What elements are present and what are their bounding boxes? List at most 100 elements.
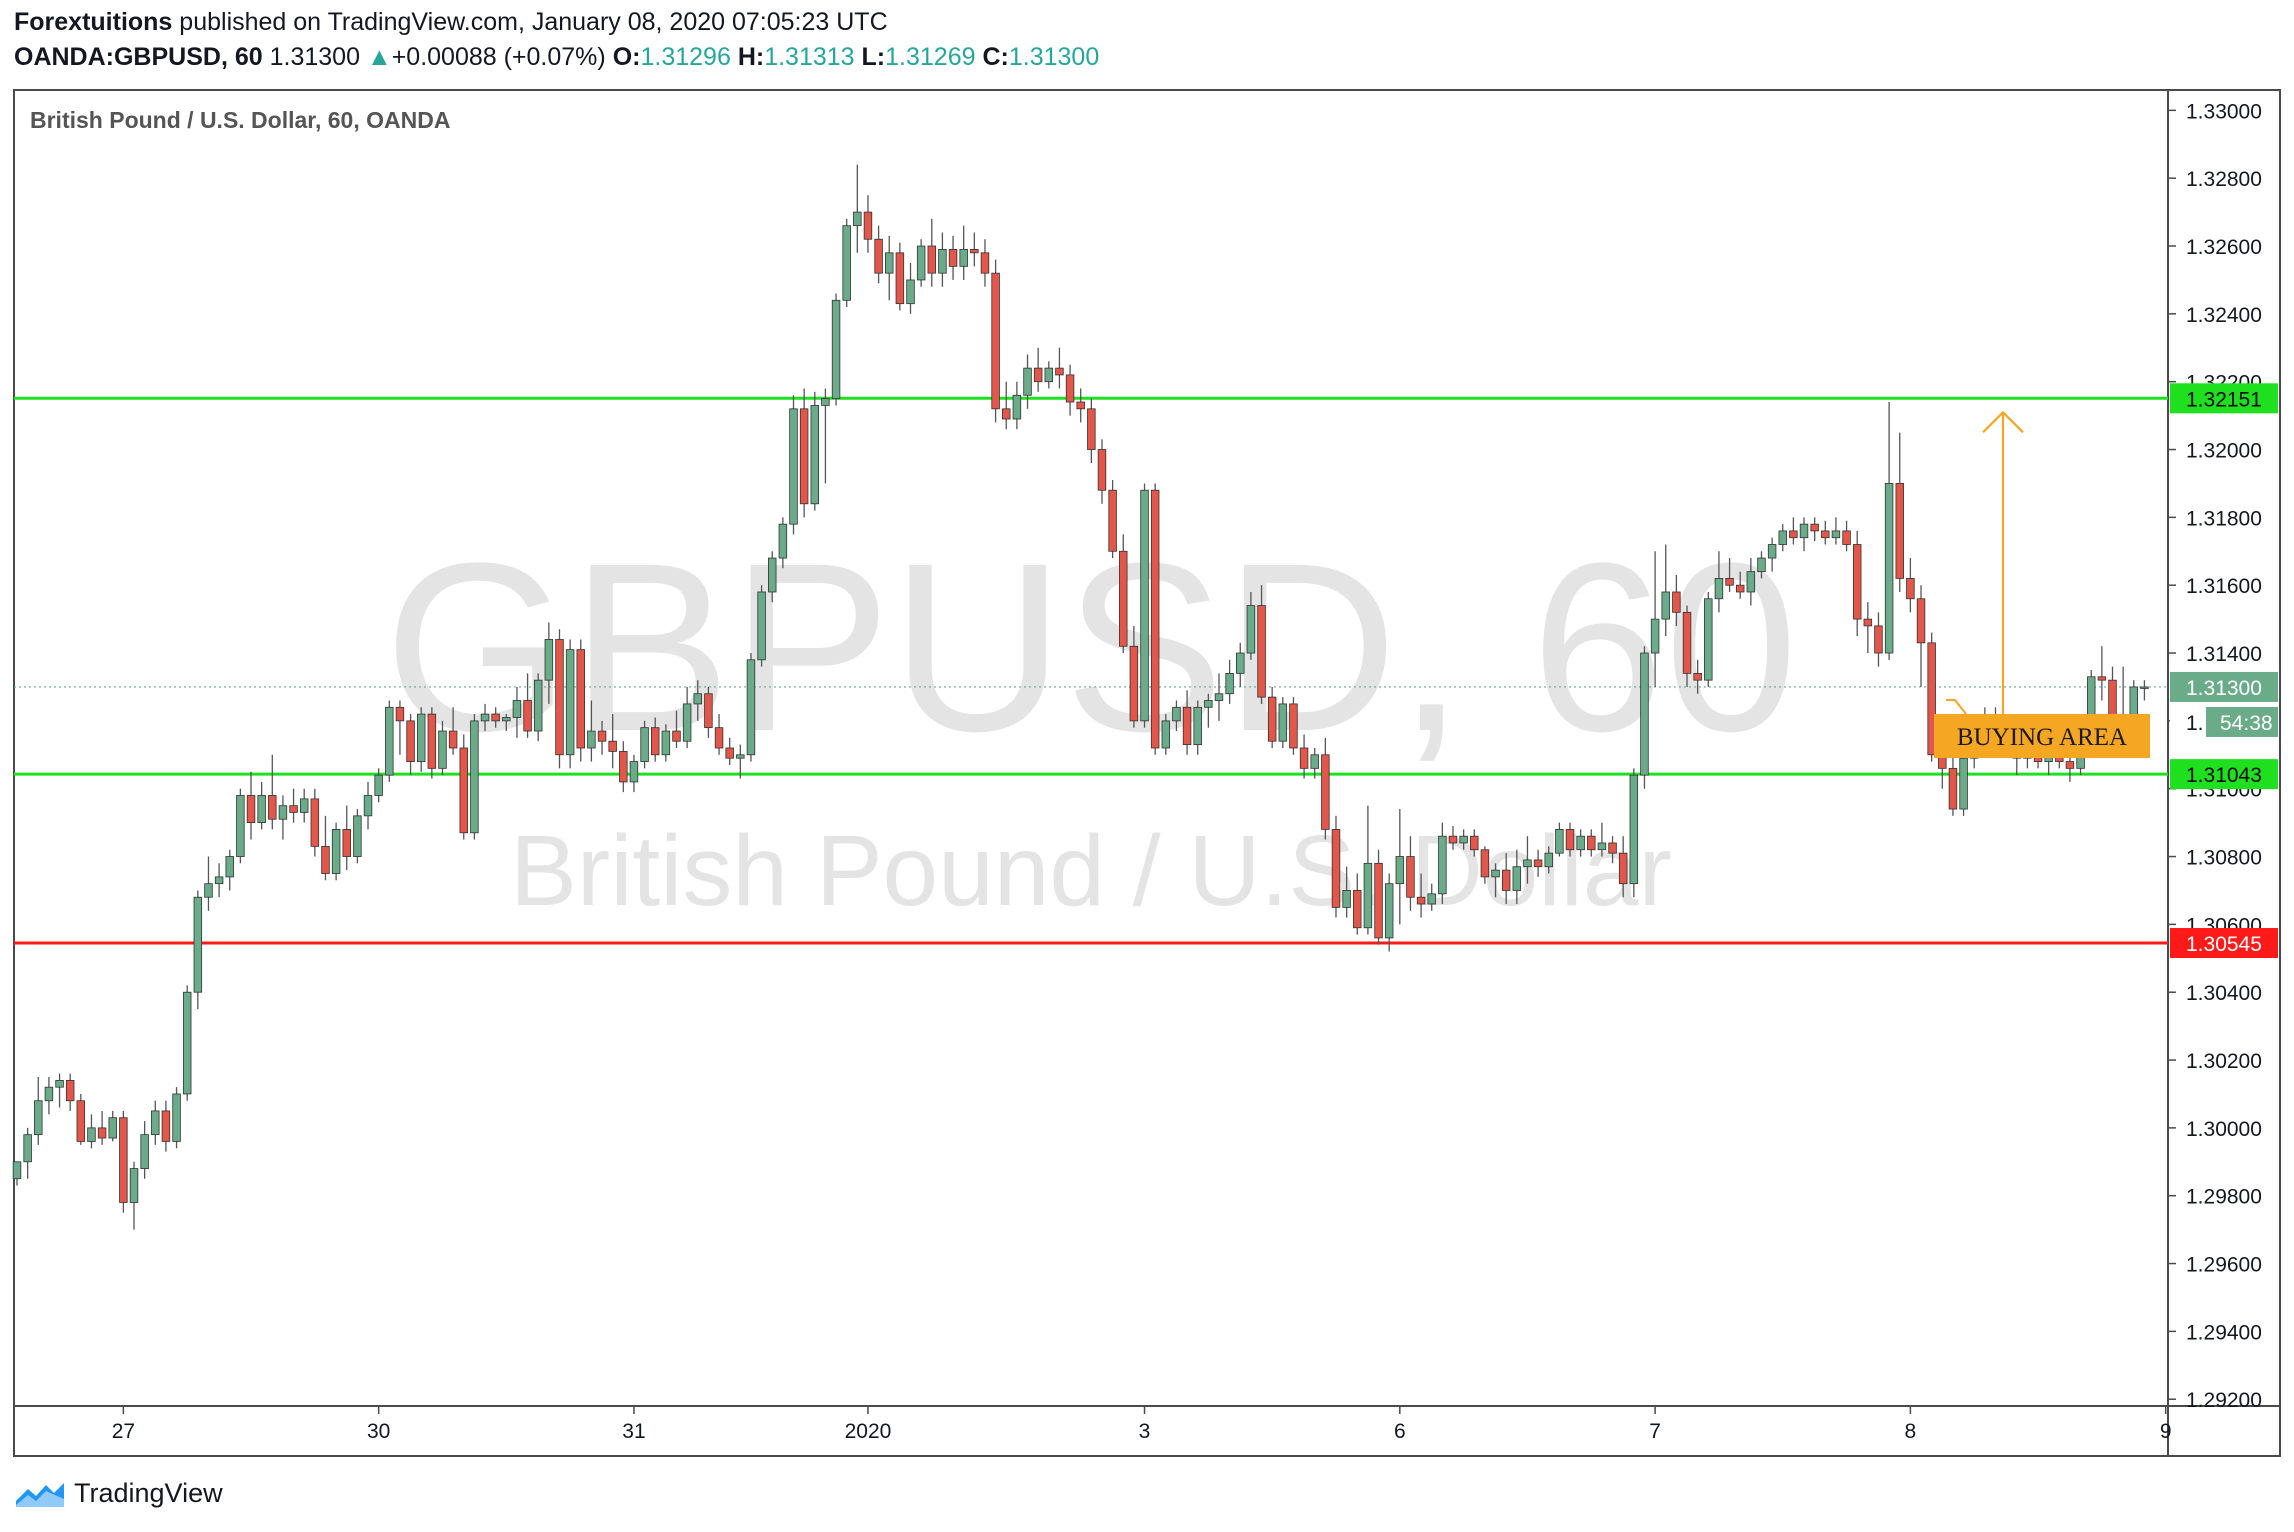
candle-body — [1491, 869, 1500, 878]
candle-body — [353, 815, 362, 857]
candle-body — [257, 795, 266, 824]
candle-body — [34, 1100, 43, 1136]
candle-body — [1874, 625, 1883, 654]
time-axis[interactable]: 27 30 31 2020 3 6 7 8 9 — [112, 1406, 2172, 1443]
author-name[interactable]: Forextuitions — [14, 8, 173, 36]
candle-body — [853, 211, 862, 227]
candle-body — [1789, 530, 1798, 539]
candle-body — [1214, 693, 1224, 701]
level-price-label[interactable]: 1.30545 — [2186, 933, 2262, 956]
candle-body — [672, 730, 681, 742]
candles — [12, 164, 2149, 1230]
candle-body — [704, 693, 713, 729]
candle-body — [1182, 706, 1192, 746]
chart-title: British Pound / U.S. Dollar, 60, OANDA — [30, 107, 450, 133]
y-tick-label: 1.32600 — [2186, 236, 2262, 259]
y-tick-label: 1.29600 — [2186, 1254, 2262, 1277]
candle-body — [459, 747, 468, 834]
candle-body — [1884, 483, 1894, 654]
candle-body — [1012, 394, 1022, 420]
candle-body — [1693, 672, 1702, 681]
open-label: O: — [612, 43, 641, 71]
candle-body — [448, 730, 458, 749]
candle-body — [1002, 408, 1011, 420]
candle-body — [1427, 893, 1436, 905]
candle-body — [1342, 890, 1351, 908]
level-price-label[interactable]: 1.32151 — [2186, 388, 2262, 411]
candle-body — [1065, 374, 1075, 403]
candle-body — [1629, 774, 1639, 885]
candle-body — [1799, 523, 1809, 539]
candle-body — [1523, 859, 1532, 868]
candle-body — [2140, 686, 2149, 689]
candle-body — [2097, 676, 2107, 681]
candle-body — [1289, 703, 1298, 749]
last-price: 1.31300 — [269, 43, 360, 71]
candle-body — [204, 883, 213, 898]
candle-body — [565, 649, 575, 756]
candle-body — [246, 795, 256, 824]
candle-body — [1161, 720, 1171, 749]
annotations: BUYING AREA — [1934, 410, 2150, 758]
y-tick-label: 1.33000 — [2186, 100, 2262, 123]
last-price-label-bg — [2170, 671, 2278, 702]
candle-body — [1906, 578, 1915, 600]
candle-body — [1119, 550, 1128, 647]
candle-body — [1767, 544, 1777, 559]
tradingview-brand: TradingView — [74, 1478, 223, 1508]
candle-body — [1565, 829, 1575, 851]
candle-body — [810, 405, 820, 505]
candle-body — [1576, 835, 1585, 851]
publish-info: Forextuitions published on TradingView.c… — [14, 8, 888, 37]
candle-body — [1821, 530, 1830, 539]
candle-body — [587, 730, 596, 749]
candle-body — [736, 754, 745, 759]
buying-area-label: BUYING AREA — [1957, 724, 2127, 751]
candle-body — [1916, 598, 1926, 644]
candle-body — [1395, 856, 1405, 885]
tradingview-logo-icon — [16, 1482, 64, 1507]
candle-body — [363, 795, 373, 817]
candle-body — [1650, 618, 1660, 654]
candle-body — [757, 591, 766, 661]
tradingview-footer[interactable]: TradingView — [14, 1478, 223, 1509]
candle-body — [1863, 618, 1873, 627]
candle-body — [533, 679, 543, 732]
candle-body — [1353, 890, 1362, 929]
candle-body — [895, 252, 905, 305]
y-tick-label: 1.30800 — [2186, 847, 2262, 870]
x-tick-label: 9 — [2160, 1420, 2172, 1443]
candle-body — [1140, 489, 1149, 722]
candle-body — [555, 639, 564, 756]
level-price-label[interactable]: 1.31043 — [2186, 764, 2262, 787]
y-tick-label: 1.32400 — [2186, 304, 2262, 327]
watermark: GBPUSD, 60 British Pound / U.S. Dollar — [384, 513, 1798, 927]
candle-body — [161, 1110, 171, 1142]
candle-body — [395, 706, 405, 722]
y-tick-label: 1.29400 — [2186, 1321, 2262, 1344]
price-axis[interactable]: 1.330001.328001.326001.324001.322001.320… — [2168, 100, 2278, 1412]
candle-body — [821, 398, 830, 406]
candle-body — [76, 1100, 86, 1142]
candle-body — [1927, 642, 1936, 756]
candle-body — [299, 798, 309, 813]
candle-body — [491, 713, 500, 722]
up-arrow-icon: ▲ — [366, 43, 392, 71]
horizontal-levels[interactable] — [14, 396, 2168, 945]
candle-body — [640, 727, 649, 762]
candle-body — [1129, 645, 1139, 722]
candle-body — [619, 750, 628, 783]
high-label: H: — [737, 43, 765, 71]
candle-body — [1374, 862, 1383, 939]
last-price-label[interactable]: 1.31300 — [2186, 677, 2262, 700]
candle-body — [1544, 852, 1553, 868]
candle-body — [650, 727, 660, 756]
candle-body — [1033, 367, 1043, 383]
x-tick-label: 27 — [112, 1420, 135, 1443]
candle-body — [874, 238, 883, 274]
x-tick-label: 31 — [622, 1420, 645, 1443]
y-tick-label: 1.30400 — [2186, 982, 2262, 1005]
candle-body — [927, 245, 937, 274]
x-tick-label: 6 — [1394, 1420, 1406, 1443]
